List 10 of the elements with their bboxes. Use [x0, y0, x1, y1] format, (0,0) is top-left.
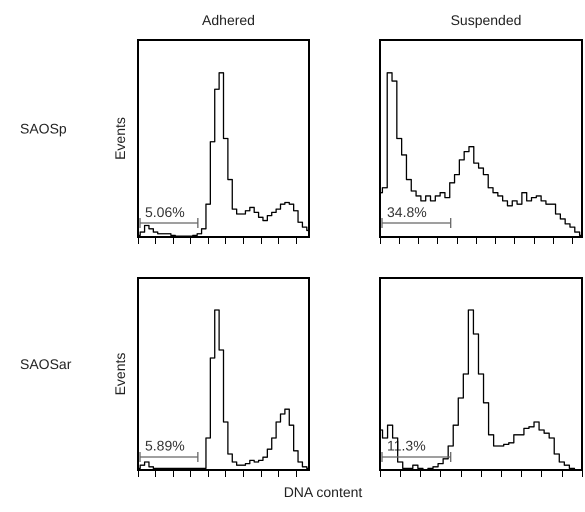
annotation: 5.89% — [145, 438, 185, 454]
chart-title: Adhered — [202, 12, 255, 28]
y-axis-title: Events — [112, 117, 128, 160]
annotation: 34.8% — [387, 204, 427, 220]
text: SAOSp — [20, 120, 67, 136]
annotation: 5.06% — [145, 204, 185, 220]
chart-title: Suspended — [450, 12, 522, 28]
x-axis-title: DNA content — [284, 484, 362, 500]
text: SAOSar — [20, 356, 72, 372]
y-axis-title: Events — [112, 352, 128, 396]
